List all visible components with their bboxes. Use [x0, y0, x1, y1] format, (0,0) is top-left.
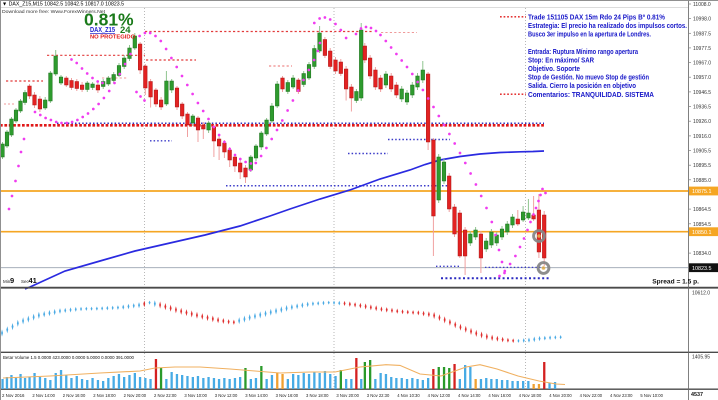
svg-text:10854.5: 10854.5	[693, 222, 711, 228]
svg-text:10998.0: 10998.0	[693, 17, 711, 23]
svg-text:Sec: Sec	[21, 279, 30, 284]
svg-text:10916.0: 10916.0	[693, 134, 711, 140]
svg-text:10864.5: 10864.5	[693, 207, 711, 213]
svg-text:0.81%: 0.81%	[84, 10, 134, 30]
svg-text:Stop: En máximo/ SAR: Stop: En máximo/ SAR	[528, 55, 595, 64]
svg-text:10967.0: 10967.0	[693, 61, 711, 67]
svg-text:10612.0: 10612.0	[692, 291, 710, 297]
svg-text:3 Nov 12:00: 3 Nov 12:00	[215, 393, 238, 398]
svg-text:Min: Min	[3, 279, 11, 284]
svg-text:10957.0: 10957.0	[693, 75, 711, 81]
svg-text:3 Nov 18:00: 3 Nov 18:00	[306, 393, 329, 398]
svg-text:4 Nov 12:00: 4 Nov 12:00	[428, 393, 451, 398]
svg-text:9: 9	[10, 276, 14, 285]
svg-text:10885.0: 10885.0	[693, 178, 711, 184]
svg-text:2 Nov 2016: 2 Nov 2016	[2, 393, 25, 398]
svg-text:4 Nov 14:00: 4 Nov 14:00	[458, 393, 481, 398]
svg-text:Entrada: Ruptura Mínimo rango: Entrada: Ruptura Mínimo rango apertura	[528, 47, 639, 56]
svg-text:Busco 3er impulso en la apertu: Busco 3er impulso en la apertura de Lond…	[528, 30, 651, 39]
svg-text:Comentarios: TRANQUILIDAD. SIS: Comentarios: TRANQUILIDAD. SISTEMA	[528, 90, 654, 99]
svg-text:3 Nov 22:30: 3 Nov 22:30	[367, 393, 390, 398]
svg-text:24: 24	[120, 25, 131, 36]
svg-text:1405.95: 1405.95	[692, 355, 710, 361]
svg-text:10875.1: 10875.1	[692, 189, 712, 195]
svg-text:4 Nov 22:00: 4 Nov 22:00	[580, 393, 603, 398]
svg-text:DAX_Z15: DAX_Z15	[90, 25, 115, 34]
svg-text:4 Nov 20:00: 4 Nov 20:00	[549, 393, 572, 398]
svg-text:10936.5: 10936.5	[693, 105, 711, 111]
svg-text:3 Nov 16:00: 3 Nov 16:00	[276, 393, 299, 398]
svg-text:10895.5: 10895.5	[693, 163, 711, 169]
svg-text:3 Nov 20:00: 3 Nov 20:00	[336, 393, 359, 398]
svg-text:10926.0: 10926.0	[693, 119, 711, 125]
svg-text:Salida. Cierro la posición en: Salida. Cierro la posición en objetivo	[528, 81, 637, 90]
svg-text:▼ DAX_Z15,M15 10842.5 10842.5: ▼ DAX_Z15,M15 10842.5 10842.5 10817.0 10…	[2, 2, 124, 8]
svg-text:10823.5: 10823.5	[692, 266, 712, 272]
svg-text:2 Nov 20:00: 2 Nov 20:00	[124, 393, 147, 398]
svg-text:4537: 4537	[691, 392, 703, 398]
svg-text:11008.0: 11008.0	[693, 2, 711, 8]
svg-text:Spread = 1.5 p.: Spread = 1.5 p.	[652, 279, 699, 286]
svg-text:2 Nov 14:00: 2 Nov 14:00	[32, 393, 55, 398]
svg-text:10905.5: 10905.5	[693, 149, 711, 155]
svg-text:4 Nov 18:00: 4 Nov 18:00	[519, 393, 542, 398]
svg-text:10977.5: 10977.5	[693, 46, 711, 52]
svg-text:Estrategia: El precio ha real: Estrategia: El precio ha realizado dos i…	[528, 21, 687, 30]
svg-text:Betar Volume 1.5 0.0000 423.00: Betar Volume 1.5 0.0000 423.0000 0.0000 …	[3, 355, 134, 360]
svg-text:5 Nov 10:00: 5 Nov 10:00	[640, 393, 663, 398]
svg-text:3 Nov 14:00: 3 Nov 14:00	[245, 393, 268, 398]
svg-text:2 Nov 16:00: 2 Nov 16:00	[63, 393, 86, 398]
svg-text:10946.5: 10946.5	[693, 90, 711, 96]
svg-text:Download more free: Www.ForexW: Download more free: Www.ForexWinners.Net	[2, 9, 106, 15]
svg-text:Stop de Gestión. No muevo Stop: Stop de Gestión. No muevo Stop de gestió…	[528, 73, 649, 82]
svg-text:10850.1: 10850.1	[692, 230, 712, 236]
svg-text:10987.5: 10987.5	[693, 31, 711, 37]
svg-text:10834.0: 10834.0	[693, 251, 711, 257]
svg-text:2 Nov 22:00: 2 Nov 22:00	[154, 393, 177, 398]
svg-text:4 Nov 16:00: 4 Nov 16:00	[488, 393, 511, 398]
svg-text:NO PROTEGIDO: NO PROTEGIDO	[90, 35, 136, 41]
svg-text:3 Nov 10:00: 3 Nov 10:00	[184, 393, 207, 398]
svg-text:41: 41	[29, 276, 37, 285]
svg-text:Objetivo. Soporte: Objetivo. Soporte	[528, 64, 580, 73]
svg-text:4 Nov 10:30: 4 Nov 10:30	[397, 393, 420, 398]
svg-text:2 Nov 18:00: 2 Nov 18:00	[93, 393, 116, 398]
svg-text:Trade 151105 DAX 15m Rdo 24 Pi: Trade 151105 DAX 15m Rdo 24 Pips Bº 0.81…	[528, 12, 666, 21]
svg-text:4 Nov 23:00: 4 Nov 23:00	[610, 393, 633, 398]
